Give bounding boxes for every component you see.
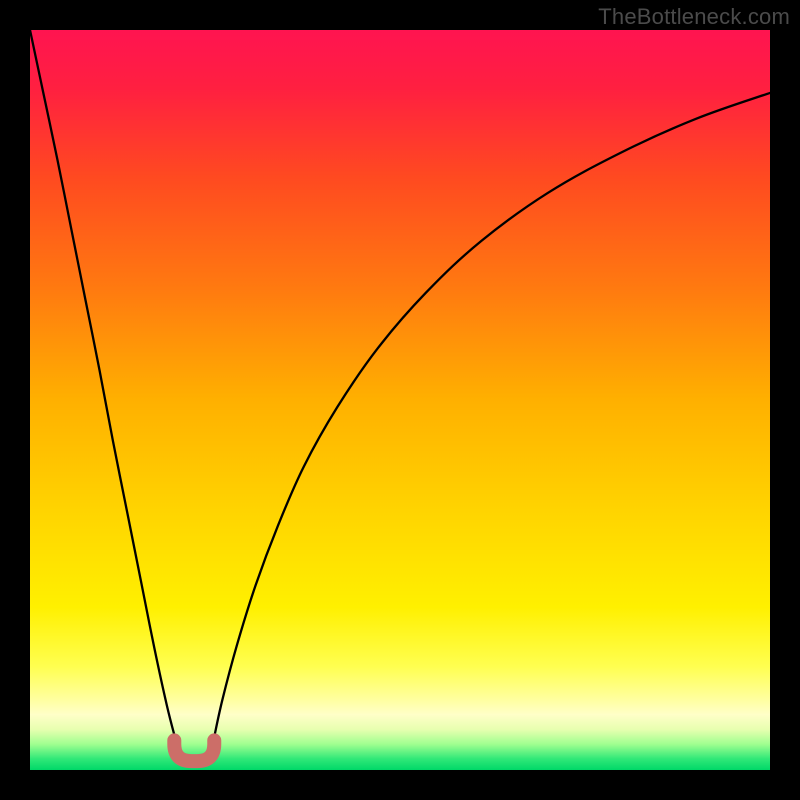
plot-background	[30, 30, 770, 770]
watermark-text: TheBottleneck.com	[598, 4, 790, 30]
bottleneck-chart	[0, 0, 800, 800]
chart-stage: TheBottleneck.com	[0, 0, 800, 800]
